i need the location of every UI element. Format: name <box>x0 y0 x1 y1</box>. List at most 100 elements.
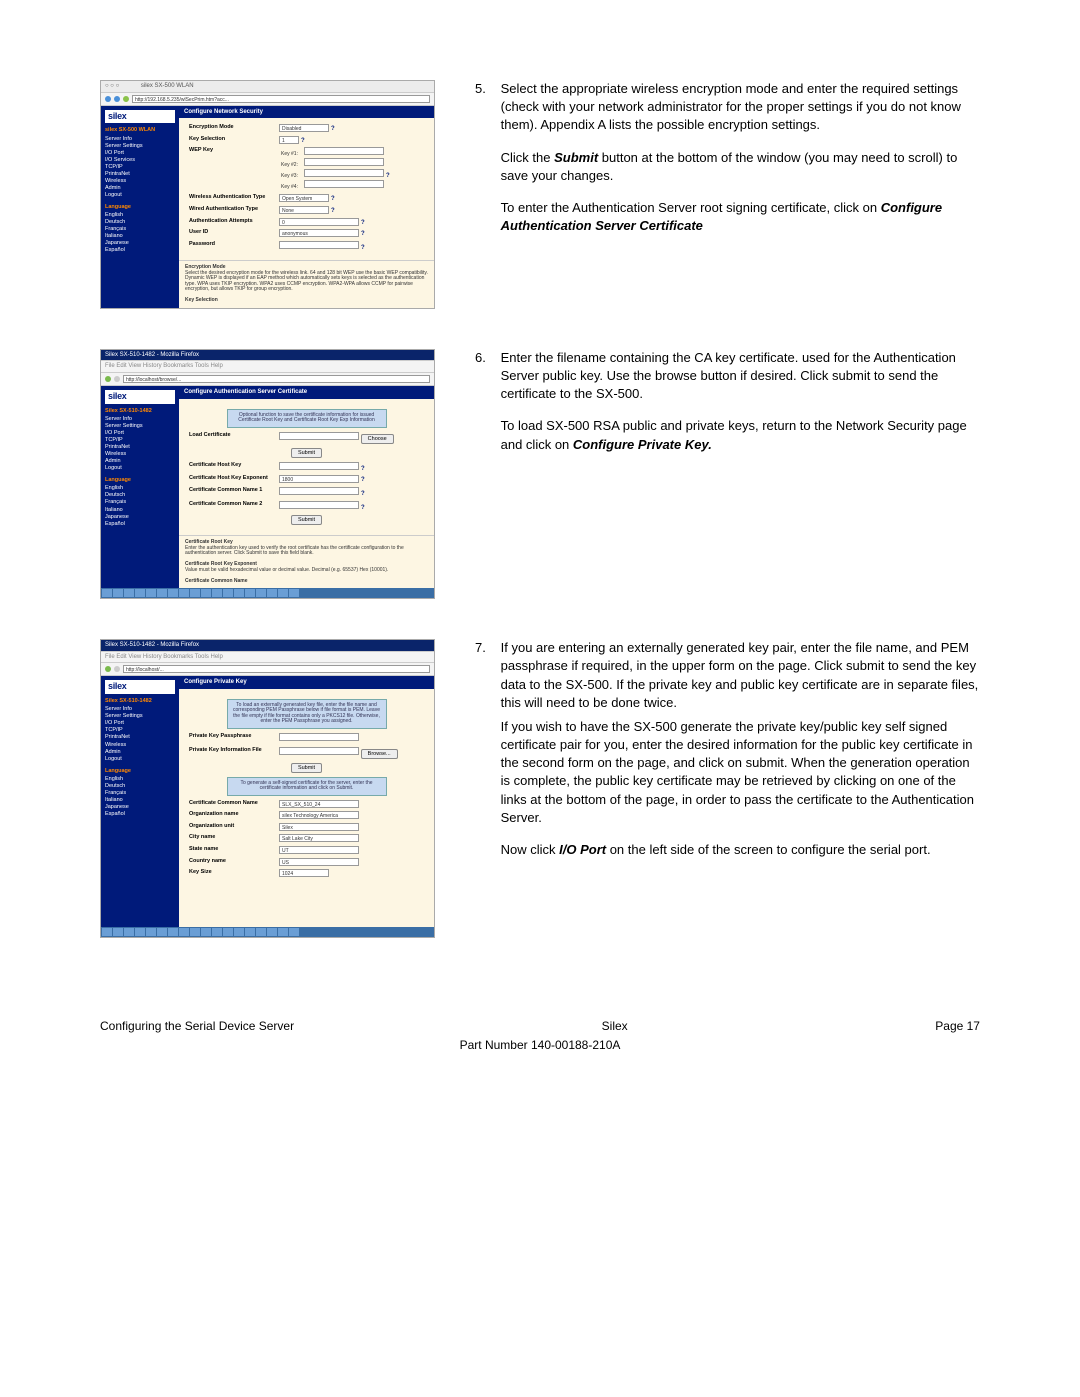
submit-button-2[interactable]: Submit <box>291 515 322 525</box>
help-icon: ? <box>386 173 390 179</box>
help-icon: ? <box>331 196 335 202</box>
config-pk-bold: Configure Private Key. <box>573 437 712 452</box>
step-number: 7. <box>475 639 497 657</box>
ou-label: Organization unit <box>189 823 279 829</box>
country-input[interactable]: US <box>279 858 359 866</box>
help-icon: ? <box>361 466 365 472</box>
screenshot-1: ○ ○ ○ silex SX-500 WLAN http://192.168.5… <box>100 80 435 309</box>
pem-input[interactable] <box>279 733 359 741</box>
state-input[interactable]: UT <box>279 846 359 854</box>
step-body: If you are entering an externally genera… <box>501 639 980 873</box>
step5-p1: Select the appropriate wireless encrypti… <box>501 80 980 135</box>
enc-mode-select[interactable]: Disabled <box>279 124 329 132</box>
form-area: Encryption ModeDisabled? Key Selection1?… <box>179 118 434 260</box>
choose-button[interactable]: Choose <box>361 434 394 444</box>
nav-back-icon <box>105 666 111 672</box>
footer-left: Configuring the Serial Device Server <box>100 1018 294 1035</box>
form-instruction-1: To load an externally generated key file… <box>227 699 387 729</box>
nav-fwd-icon <box>114 666 120 672</box>
main-panel: Configure Network Security Encryption Mo… <box>179 106 434 308</box>
wauth-select[interactable]: Open System <box>279 194 329 202</box>
screenshot-3: Silex SX-510-1482 - Mozilla Firefox File… <box>100 639 435 938</box>
key1-input[interactable] <box>304 147 384 155</box>
authatt-label: Authentication Attempts <box>189 218 279 224</box>
browse-button[interactable]: Browse... <box>361 749 398 759</box>
key2-input[interactable] <box>304 158 384 166</box>
silex-logo: silex <box>105 680 175 694</box>
submit-button[interactable]: Submit <box>291 763 322 773</box>
reload-icon <box>123 96 129 102</box>
key-sel-select[interactable]: 1 <box>279 136 299 144</box>
pk-file-input[interactable] <box>279 747 359 755</box>
lang-item: Deutsch <box>105 219 175 225</box>
foot-text: Enter the authentication key used to ver… <box>185 545 404 557</box>
form-area: To load an externally generated key file… <box>179 689 434 887</box>
taskbar <box>101 927 434 937</box>
step6-p1: Enter the filename containing the CA key… <box>501 349 980 404</box>
help-icon: ? <box>361 220 365 226</box>
cn2-input[interactable] <box>279 501 359 509</box>
key4-input[interactable] <box>304 180 384 188</box>
city-input[interactable]: Salt Lake City <box>279 834 359 842</box>
lang-heading: Language <box>105 477 175 483</box>
sidebar: silex Silex SX-510-1482 Server Info Serv… <box>101 676 179 926</box>
key2-label: Key #2: <box>279 161 304 169</box>
screenshot-2: Silex SX-510-1482 - Mozilla Firefox File… <box>100 349 435 599</box>
load-cert-input[interactable] <box>279 432 359 440</box>
nav-item: PrintraNet <box>105 444 175 450</box>
lang-item: Japanese <box>105 240 175 246</box>
key3-input[interactable] <box>304 169 384 177</box>
lang-heading: Language <box>105 768 175 774</box>
nav-item: Logout <box>105 465 175 471</box>
help-icon: ? <box>361 505 365 511</box>
key4-label: Key #4: <box>279 183 304 191</box>
wep-label: WEP Key <box>189 147 279 153</box>
wired-label: Wired Authentication Type <box>189 206 279 212</box>
foot-text2: Value must be valid hexadecimal value or… <box>185 567 388 573</box>
step5-p2: Click the Submit button at the bottom of… <box>501 149 980 185</box>
nav-item: TCP/IP <box>105 164 175 170</box>
nav-item: Wireless <box>105 451 175 457</box>
nav-item: Server Info <box>105 416 175 422</box>
footer-line1: Configuring the Serial Device Server Sil… <box>100 1018 980 1035</box>
mini-window-1: ○ ○ ○ silex SX-500 WLAN http://192.168.5… <box>100 80 435 309</box>
form-spacer <box>179 887 434 927</box>
page-banner: Configure Network Security <box>179 106 434 119</box>
ou-input[interactable]: Silex <box>279 823 359 831</box>
lang-item: Italiano <box>105 233 175 239</box>
city-label: City name <box>189 834 279 840</box>
help-icon: ? <box>361 245 365 251</box>
ksize-select[interactable]: 1024 <box>279 869 329 877</box>
nav-item: I/O Services <box>105 157 175 163</box>
authatt-input[interactable]: 0 <box>279 218 359 226</box>
pk-file-label: Private Key Information File <box>189 747 279 753</box>
form-area: Optional function to save the certificat… <box>179 399 434 536</box>
url-bar: http://localhost/... <box>123 665 430 673</box>
nav-item: Admin <box>105 185 175 191</box>
ccn-input[interactable]: SLX_SX_510_24 <box>279 800 359 808</box>
host-key-input[interactable] <box>279 462 359 470</box>
nav-item: PrintraNet <box>105 734 175 740</box>
key3-label: Key #3: <box>279 172 304 180</box>
nav-item: Admin <box>105 458 175 464</box>
help-icon: ? <box>361 231 365 237</box>
uid-input[interactable]: anonymous <box>279 229 359 237</box>
enc-mode-label: Encryption Mode <box>189 124 279 130</box>
wired-select[interactable]: None <box>279 206 329 214</box>
submit-button[interactable]: Submit <box>291 448 322 458</box>
nav-item: Wireless <box>105 742 175 748</box>
load-cert-label: Load Certificate <box>189 432 279 438</box>
browser-toolbar: http://localhost/browse/... <box>101 373 434 386</box>
sidebar-title: silex SX-500 WLAN <box>105 127 175 133</box>
lang-item: Japanese <box>105 514 175 520</box>
cn1-input[interactable] <box>279 487 359 495</box>
window-body: silex Silex SX-510-1482 Server Info Serv… <box>101 676 434 926</box>
org-input[interactable]: silex Technology America <box>279 811 359 819</box>
pw-input[interactable] <box>279 241 359 249</box>
pw-label: Password <box>189 241 279 247</box>
help-text: Certificate Root Key Enter the authentic… <box>179 535 434 588</box>
step-number: 5. <box>475 80 497 98</box>
host-key-exp-input[interactable]: 1800 <box>279 475 359 483</box>
uid-label: User ID <box>189 229 279 235</box>
nav-item: Server Info <box>105 136 175 142</box>
